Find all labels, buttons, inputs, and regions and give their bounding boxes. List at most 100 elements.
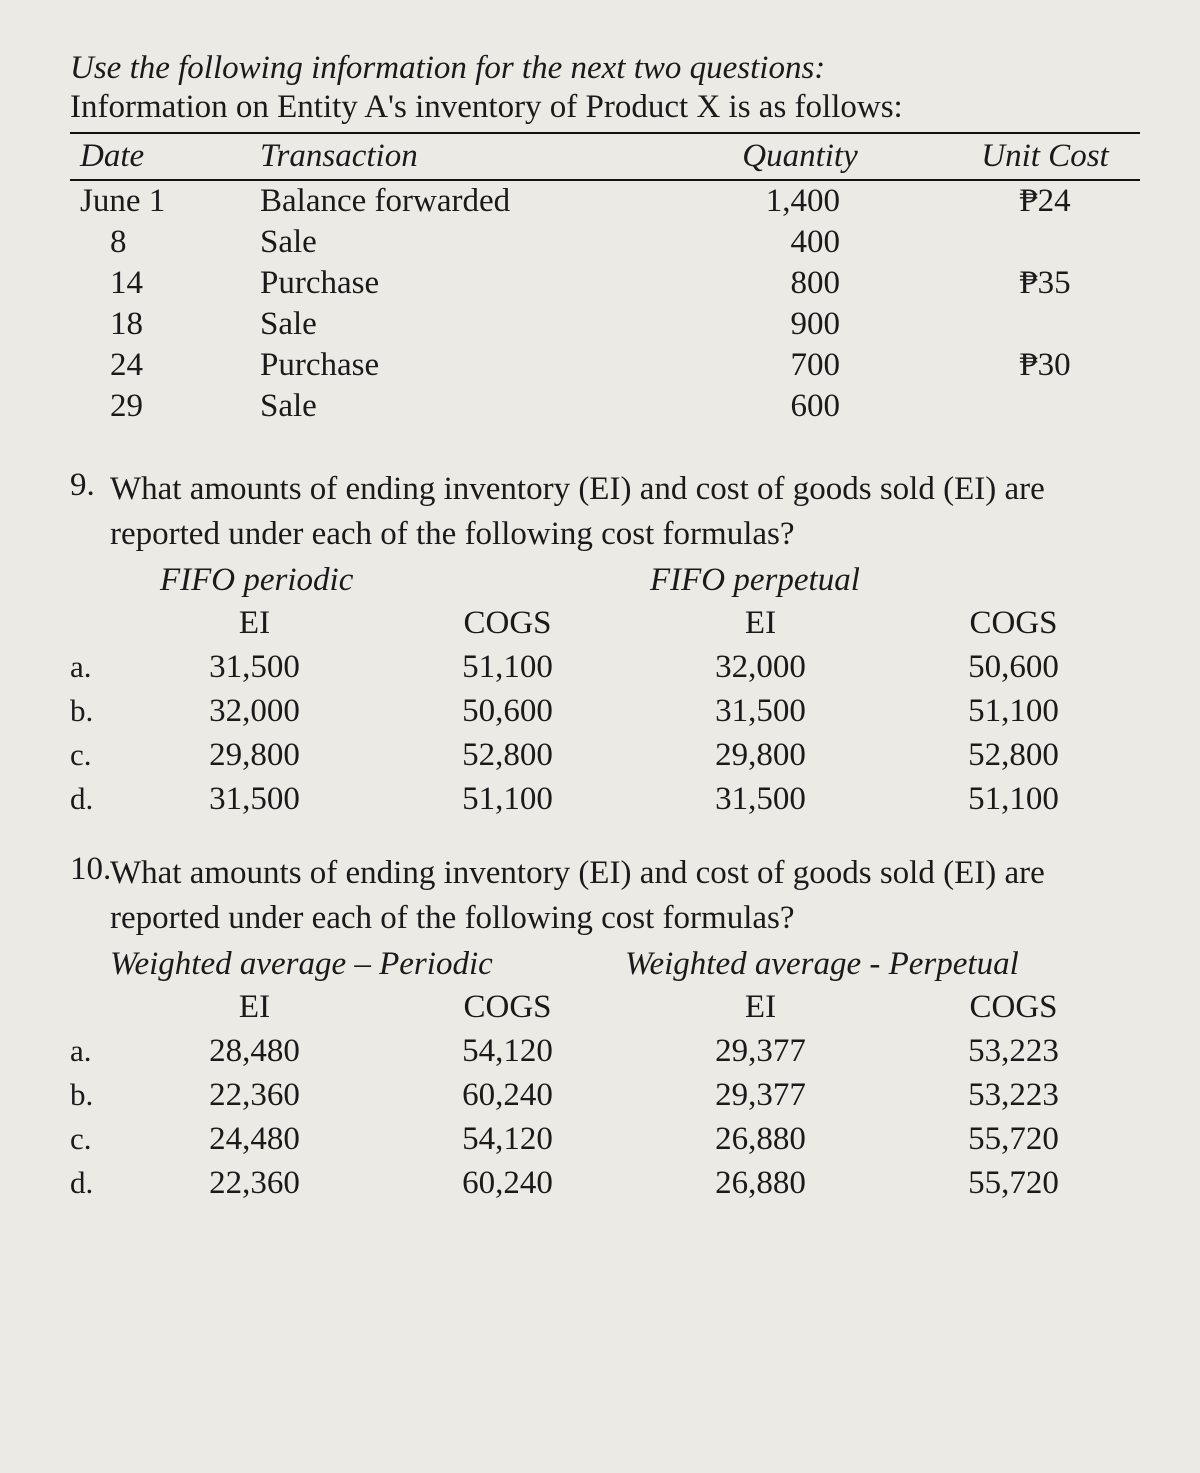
question-text: What amounts of ending inventory (EI) an… [110, 851, 1130, 940]
col-header-cogs: COGS [381, 601, 634, 645]
col-header-ei: EI [128, 601, 381, 645]
table-row: June 1 Balance forwarded 1,400 ₱24 [70, 180, 1140, 222]
table-row: 24 Purchase 700 ₱30 [70, 345, 1140, 386]
method-left: Weighted average – Periodic [110, 946, 625, 983]
col-header-ei: EI [634, 985, 887, 1029]
option-label: d. [70, 1161, 128, 1205]
cell-transaction: Balance forwarded [250, 180, 650, 222]
cell-value: 31,500 [128, 777, 381, 821]
cell-unit-cost: ₱30 [950, 345, 1140, 386]
col-header-ei: EI [634, 601, 887, 645]
cell-value: 55,720 [887, 1117, 1140, 1161]
cell-transaction: Sale [250, 386, 650, 427]
cell-quantity: 900 [650, 304, 950, 345]
method-row: FIFO periodic FIFO perpetual [160, 562, 1140, 599]
cell-value: 31,500 [634, 777, 887, 821]
cell-value: 26,880 [634, 1161, 887, 1205]
cell-quantity: 600 [650, 386, 950, 427]
intro-line-1: Use the following information for the ne… [70, 50, 1140, 87]
cell-value: 50,600 [381, 689, 634, 733]
cell-value: 29,800 [128, 733, 381, 777]
cell-value: 32,000 [128, 689, 381, 733]
answers-block: a. b. c. d. EI COGS EI COGS 31,500 51,10… [70, 601, 1140, 821]
question-number: 9. [70, 467, 106, 504]
option-label: b. [70, 689, 128, 733]
th-quantity: Quantity [650, 133, 950, 180]
header-spacer [70, 601, 128, 645]
th-date: Date [70, 133, 250, 180]
option-label: d. [70, 777, 128, 821]
cell-value: 55,720 [887, 1161, 1140, 1205]
table-row: 18 Sale 900 [70, 304, 1140, 345]
cell-unit-cost: ₱35 [950, 263, 1140, 304]
cell-transaction: Sale [250, 304, 650, 345]
question-text: What amounts of ending inventory (EI) an… [110, 467, 1130, 556]
cell-quantity: 1,400 [650, 180, 950, 222]
cell-quantity: 800 [650, 263, 950, 304]
cell-value: 29,377 [634, 1029, 887, 1073]
cell-quantity: 700 [650, 345, 950, 386]
cell-quantity: 400 [650, 222, 950, 263]
cell-value: 51,100 [381, 645, 634, 689]
cell-date: 8 [70, 222, 250, 263]
option-label: c. [70, 733, 128, 777]
method-row: Weighted average – Periodic Weighted ave… [110, 946, 1140, 983]
answers-block: a. b. c. d. EI COGS EI COGS 28,480 54,12… [70, 985, 1140, 1205]
option-label: a. [70, 645, 128, 689]
table-row: 14 Purchase 800 ₱35 [70, 263, 1140, 304]
cell-value: 32,000 [634, 645, 887, 689]
col-header-cogs: COGS [887, 985, 1140, 1029]
answers-grid: EI COGS EI COGS 28,480 54,120 29,377 53,… [128, 985, 1140, 1205]
answers-grid: EI COGS EI COGS 31,500 51,100 32,000 50,… [128, 601, 1140, 821]
option-label: a. [70, 1029, 128, 1073]
col-header-ei: EI [128, 985, 381, 1029]
cell-value: 31,500 [128, 645, 381, 689]
cell-value: 24,480 [128, 1117, 381, 1161]
col-header-cogs: COGS [381, 985, 634, 1029]
cell-unit-cost [950, 304, 1140, 345]
cell-value: 31,500 [634, 689, 887, 733]
method-right: Weighted average - Perpetual [625, 946, 1140, 983]
header-spacer [70, 985, 128, 1029]
th-transaction: Transaction [250, 133, 650, 180]
table-row: 29 Sale 600 [70, 386, 1140, 427]
cell-value: 53,223 [887, 1029, 1140, 1073]
question-number: 10. [70, 851, 106, 888]
cell-transaction: Purchase [250, 263, 650, 304]
option-label: b. [70, 1073, 128, 1117]
method-left: FIFO periodic [160, 562, 650, 599]
page: Use the following information for the ne… [0, 0, 1200, 1473]
intro-line-2: Information on Entity A's inventory of P… [70, 89, 1140, 126]
cell-value: 22,360 [128, 1073, 381, 1117]
th-unit-cost: Unit Cost [950, 133, 1140, 180]
option-labels: a. b. c. d. [70, 601, 128, 821]
cell-date: 29 [70, 386, 250, 427]
option-label: c. [70, 1117, 128, 1161]
cell-date: 14 [70, 263, 250, 304]
cell-date: 18 [70, 304, 250, 345]
cell-unit-cost [950, 386, 1140, 427]
option-labels: a. b. c. d. [70, 985, 128, 1205]
cell-value: 28,480 [128, 1029, 381, 1073]
cell-value: 29,377 [634, 1073, 887, 1117]
cell-date: 24 [70, 345, 250, 386]
question-10: 10. What amounts of ending inventory (EI… [70, 851, 1140, 1205]
cell-value: 29,800 [634, 733, 887, 777]
cell-value: 51,100 [381, 777, 634, 821]
cell-transaction: Purchase [250, 345, 650, 386]
method-right: FIFO perpetual [650, 562, 1140, 599]
inventory-table: Date Transaction Quantity Unit Cost June… [70, 132, 1140, 427]
cell-date: June 1 [70, 180, 250, 222]
cell-unit-cost [950, 222, 1140, 263]
cell-value: 54,120 [381, 1117, 634, 1161]
cell-transaction: Sale [250, 222, 650, 263]
cell-value: 60,240 [381, 1073, 634, 1117]
cell-unit-cost: ₱24 [950, 180, 1140, 222]
cell-value: 54,120 [381, 1029, 634, 1073]
cell-value: 50,600 [887, 645, 1140, 689]
cell-value: 26,880 [634, 1117, 887, 1161]
cell-value: 22,360 [128, 1161, 381, 1205]
cell-value: 52,800 [381, 733, 634, 777]
cell-value: 52,800 [887, 733, 1140, 777]
cell-value: 51,100 [887, 777, 1140, 821]
